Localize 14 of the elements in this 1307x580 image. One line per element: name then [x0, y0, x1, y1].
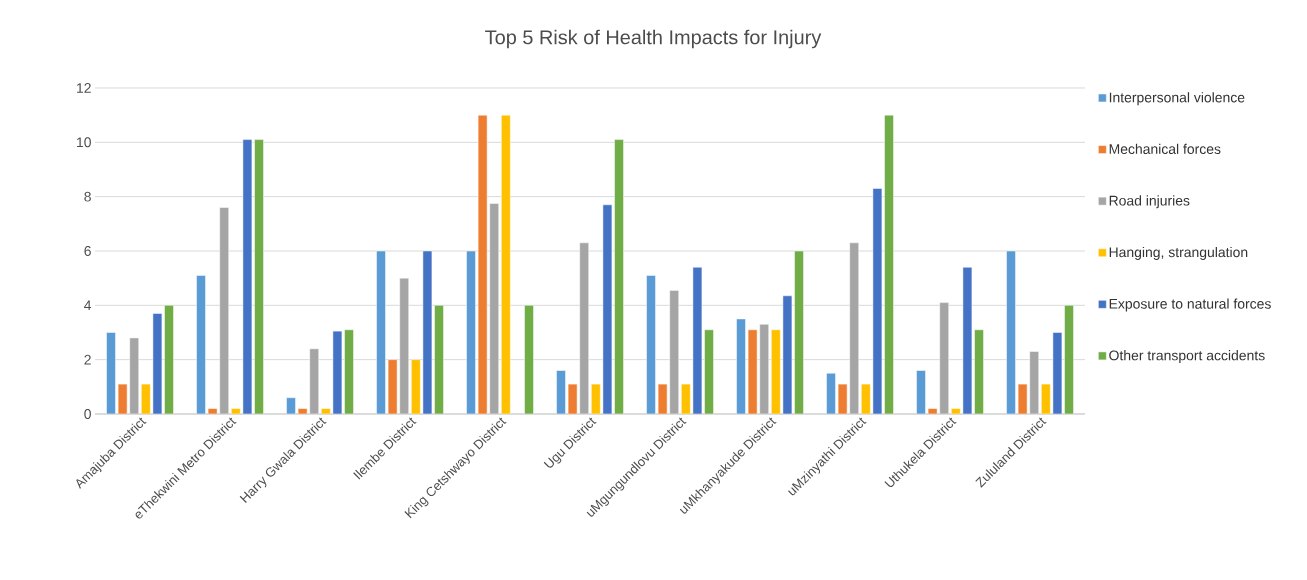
legend-label: Other transport accidents: [1109, 350, 1265, 364]
chart-title: Top 5 Risk of Health Impacts for Injury: [485, 29, 822, 49]
legend-label: Interpersonal violence: [1109, 92, 1245, 106]
y-tick-label: 2: [84, 354, 91, 365]
y-tick-label: 4: [84, 300, 92, 311]
y-tick-label: 12: [77, 83, 91, 93]
legend-label: Mechanical forces: [1109, 143, 1221, 155]
y-tick-label: 6: [84, 246, 91, 256]
y-tick-label: 8: [84, 191, 91, 202]
y-tick-label: 0: [84, 409, 91, 419]
legend-label: Exposure to natural forces: [1109, 298, 1271, 312]
legend-label: Road injuries: [1109, 195, 1190, 209]
legend-label: Hanging, strangulation: [1109, 246, 1248, 260]
y-tick-label: 10: [77, 137, 91, 148]
